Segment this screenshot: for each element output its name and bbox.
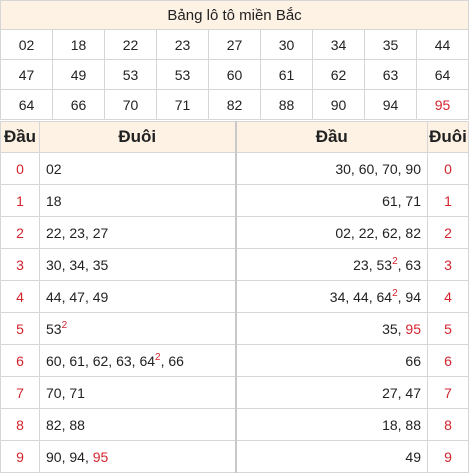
number-cell: 23 (156, 29, 209, 60)
number-cell: 63 (364, 59, 417, 90)
head-tail-row: 3 30, 34, 35 23, 532, 63 3 (0, 248, 469, 281)
tail-values: 30, 34, 35 (39, 248, 236, 281)
number-cell: 61 (260, 59, 313, 90)
number-cell: 53 (104, 59, 157, 90)
head-digit: 8 (0, 408, 40, 441)
head-digit: 7 (0, 376, 40, 409)
number-cell: 30 (260, 29, 313, 60)
tail-digit: 7 (427, 376, 469, 409)
numbers-row: 47 49 53 53 60 61 62 63 64 (0, 59, 469, 90)
head-digit: 4 (0, 280, 40, 313)
number-cell: 90 (312, 89, 365, 120)
tail-digit: 9 (427, 440, 469, 473)
col-head-right: Đầu (234, 121, 428, 153)
head-tail-row: 2 22, 23, 27 02, 22, 62, 82 2 (0, 216, 469, 249)
head-tail-row: 5 532 35, 95 5 (0, 312, 469, 345)
number-cell: 64 (415, 59, 469, 90)
col-head-left: Đầu (0, 121, 40, 153)
tail-values: 70, 71 (39, 376, 236, 409)
tail-values: 22, 23, 27 (39, 216, 236, 249)
head-tail-row: 9 90, 94, 95 49 9 (0, 440, 469, 473)
head-digit: 1 (0, 184, 40, 217)
head-tail-row: 4 44, 47, 49 34, 44, 642, 94 4 (0, 280, 469, 313)
numbers-row: 02 18 22 23 27 30 34 35 44 (0, 29, 469, 60)
tail-values: 82, 88 (39, 408, 236, 441)
tail-digit: 1 (427, 184, 469, 217)
head-values: 27, 47 (234, 376, 428, 409)
head-digit: 6 (0, 344, 40, 377)
number-cell: 53 (156, 59, 209, 90)
number-cell: 02 (0, 29, 53, 60)
head-values: 66 (234, 344, 428, 377)
head-tail-row: 8 82, 88 18, 88 8 (0, 408, 469, 441)
board-title: Bảng lô tô miền Bắc (0, 0, 469, 30)
tail-values: 18 (39, 184, 236, 217)
number-cell: 64 (0, 89, 53, 120)
number-cell: 49 (52, 59, 105, 90)
head-digit: 2 (0, 216, 40, 249)
number-cell: 22 (104, 29, 157, 60)
tail-values: 44, 47, 49 (39, 280, 236, 313)
tail-digit: 0 (427, 152, 469, 185)
head-values: 23, 532, 63 (234, 248, 428, 281)
number-cell: 44 (415, 29, 469, 60)
number-cell: 66 (52, 89, 105, 120)
number-cell: 18 (52, 29, 105, 60)
tail-digit: 6 (427, 344, 469, 377)
number-cell: 71 (156, 89, 209, 120)
number-cell: 27 (208, 29, 261, 60)
head-digit: 5 (0, 312, 40, 345)
head-values: 61, 71 (234, 184, 428, 217)
tail-digit: 5 (427, 312, 469, 345)
tail-values: 60, 61, 62, 63, 642, 66 (39, 344, 236, 377)
tail-values: 90, 94, 95 (39, 440, 236, 473)
number-cell: 47 (0, 59, 53, 90)
head-values: 49 (234, 440, 428, 473)
head-tail-header: Đầu Đuôi Đầu Đuôi (0, 121, 469, 153)
tail-values: 02 (39, 152, 236, 185)
tail-digit: 8 (427, 408, 469, 441)
number-cell: 70 (104, 89, 157, 120)
head-digit: 3 (0, 248, 40, 281)
number-cell: 88 (260, 89, 313, 120)
head-tail-table: Đầu Đuôi Đầu Đuôi 0 02 30, 60, 70, 90 0 1 18 6… (0, 121, 469, 473)
head-values: 34, 44, 642, 94 (234, 280, 428, 313)
tail-digit: 2 (427, 216, 469, 249)
head-tail-row: 1 18 61, 71 1 (0, 184, 469, 217)
tail-digit: 3 (427, 248, 469, 281)
tail-digit: 4 (427, 280, 469, 313)
head-tail-row: 6 60, 61, 62, 63, 642, 66 66 6 (0, 344, 469, 377)
head-digit: 9 (0, 440, 40, 473)
number-cell: 94 (364, 89, 417, 120)
head-values: 30, 60, 70, 90 (234, 152, 428, 185)
head-values: 02, 22, 62, 82 (234, 216, 428, 249)
numbers-row: 64 66 70 71 82 88 90 94 95 (0, 89, 469, 120)
head-tail-row: 0 02 30, 60, 70, 90 0 (0, 152, 469, 185)
number-cell-special: 95 (415, 89, 469, 120)
number-cell: 60 (208, 59, 261, 90)
col-tail-right: Đuôi (427, 121, 469, 153)
number-cell: 82 (208, 89, 261, 120)
head-values: 18, 88 (234, 408, 428, 441)
numbers-table: Bảng lô tô miền Bắc 02 18 22 23 27 30 34… (0, 0, 469, 120)
head-digit: 0 (0, 152, 40, 185)
head-values: 35, 95 (234, 312, 428, 345)
number-cell: 35 (364, 29, 417, 60)
number-cell: 62 (312, 59, 365, 90)
head-tail-row: 7 70, 71 27, 47 7 (0, 376, 469, 409)
tail-values: 532 (39, 312, 236, 345)
col-tail-left: Đuôi (39, 121, 236, 153)
number-cell: 34 (312, 29, 365, 60)
